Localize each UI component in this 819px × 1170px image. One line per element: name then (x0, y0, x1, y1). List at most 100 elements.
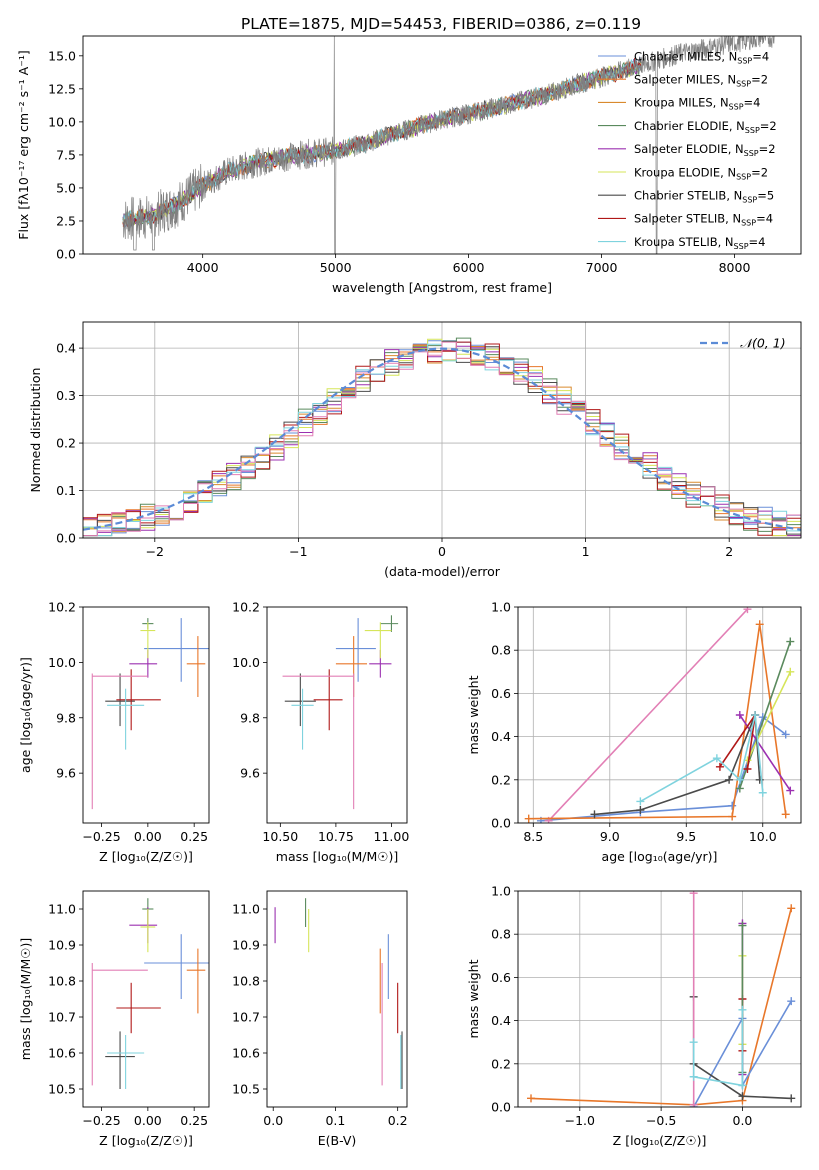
y-tick-label: 9.6 (56, 766, 76, 781)
y-tick-label: 10.6 (48, 1046, 76, 1061)
y-tick-label: 10.5 (48, 1082, 76, 1097)
mass-weight-marker (743, 765, 752, 773)
y-axis-label: mass weight (466, 959, 481, 1038)
mass-weight-line (528, 624, 787, 820)
y-tick-label: 10.9 (48, 938, 76, 953)
mass-weight-marker (786, 786, 795, 795)
x-tick-label: 10.50 (262, 829, 298, 844)
y-axis-label: age [log₁₀(age/yr)] (18, 657, 33, 773)
x-tick-label: 0.00 (134, 1113, 162, 1128)
x-tick-label: 0.0 (263, 1113, 283, 1128)
plot-area-massweight_vs_Z (518, 891, 801, 1107)
y-tick-label: 0.8 (491, 927, 511, 942)
y-tick-label: 0.0 (491, 1100, 511, 1115)
errorbar-point (335, 618, 376, 682)
x-axis-label: (data-model)/error (384, 564, 501, 579)
mass-weight-marker (689, 1072, 698, 1081)
y-tick-label: 11.0 (232, 902, 260, 917)
errorbar-point (116, 669, 161, 731)
mass-weight-marker (735, 784, 744, 793)
y-tick-label: 10.0 (48, 114, 76, 129)
plot-area-massweight_vs_age (518, 607, 801, 823)
errorbar-point (91, 963, 148, 1086)
x-tick-label: −0.5 (646, 1113, 676, 1128)
y-tick-label: 0.2 (491, 772, 511, 787)
y-tick-label: 0.2 (56, 436, 76, 451)
x-tick-label: 0.25 (180, 829, 208, 844)
y-tick-label: 7.5 (56, 147, 76, 162)
mass-weight-marker (689, 891, 698, 898)
y-tick-label: 9.6 (240, 766, 260, 781)
plot-area-spectrum (122, 36, 775, 254)
y-tick-label: 0.4 (491, 1013, 511, 1028)
mass-weight-marker (689, 1038, 698, 1047)
mass-weight-line (746, 671, 792, 761)
x-tick-label: 0.0 (733, 1113, 753, 1128)
x-tick-label: 0.25 (180, 1113, 208, 1128)
y-tick-label: 1.0 (491, 600, 511, 615)
y-tick-label: 10.8 (232, 974, 260, 989)
mass-weight-marker (735, 711, 744, 719)
y-tick-label: 10.6 (232, 1046, 260, 1061)
y-axis-label: Normed distribution (28, 368, 43, 493)
mass-weight-marker (738, 1005, 747, 1014)
plot-area-age_vs_Z (91, 618, 209, 810)
mass-weight-marker (725, 775, 734, 784)
y-tick-label: 5.0 (56, 180, 76, 195)
mass-weight-marker (636, 797, 645, 806)
errorbar-point (129, 649, 158, 678)
figure-title: PLATE=1875, MJD=54453, FIBERID=0386, z=0… (241, 15, 641, 33)
mass-weight-marker (787, 1094, 796, 1103)
errorbar-point (140, 909, 156, 953)
errorbar-point (105, 1031, 135, 1089)
errorbar-point (335, 636, 367, 697)
legend-label: Kroupa ELODIE, NSSP=2 (634, 165, 768, 181)
x-tick-label: −0.25 (82, 1113, 120, 1128)
x-axis-label: Z [log₁₀(Z/Z☉)] (99, 849, 193, 864)
mass-weight-marker (712, 754, 721, 763)
y-tick-label: 10.7 (232, 1010, 260, 1025)
data-spectrum-line (122, 36, 775, 254)
x-tick-label: 4000 (187, 260, 219, 275)
x-tick-label: −1 (289, 544, 307, 559)
x-tick-label: 11.00 (374, 829, 410, 844)
panel-age_vs_Z: −0.25 0.00 0.25 9.6 9.8 10.0 10.2 Z [log₁₀(Z/Z☉… (18, 600, 210, 864)
axes-frame (517, 606, 802, 824)
legend-label: Salpeter STELIB, NSSP=4 (634, 212, 773, 228)
y-tick-label: 0.8 (491, 643, 511, 658)
errorbar-point (186, 636, 206, 697)
y-axis-label: mass [log₁₀(M/M☉)] (18, 938, 33, 1060)
errorbar-point (129, 907, 158, 944)
axes-frame (82, 606, 210, 824)
errorbar-point (144, 934, 209, 999)
x-tick-label: −2 (146, 544, 164, 559)
mass-weight-line (548, 608, 749, 822)
x-tick-label: −1.0 (565, 1113, 595, 1128)
axes-frame (266, 606, 408, 824)
mass-weight-marker (728, 812, 737, 821)
mass-weight-marker (781, 810, 790, 819)
errorbar-point (291, 688, 314, 750)
x-tick-label: 7000 (586, 260, 618, 275)
legend-label: Chabrier STELIB, NSSP=5 (634, 189, 774, 205)
legend-label: Chabrier ELODIE, NSSP=2 (634, 119, 777, 135)
panel-massweight_vs_age: 8.5 9.0 9.5 10.0 0.0 0.2 0.4 0.6 0.8 1.0 age [log₁… (466, 600, 802, 864)
y-tick-label: 12.5 (48, 81, 76, 96)
legend-label: Salpeter ELODIE, NSSP=2 (634, 142, 776, 158)
mass-weight-marker (751, 711, 760, 719)
mass-weight-marker (590, 810, 599, 819)
y-axis-label: mass weight (466, 675, 481, 754)
errorbar-point (140, 622, 156, 659)
errorbar-point (107, 1035, 145, 1089)
x-axis-label: mass [log₁₀(M/M☉)] (276, 849, 398, 864)
panel-age_vs_mass: 10.50 10.75 11.00 9.6 9.8 10.0 10.2 mass [log₁₀… (232, 600, 409, 865)
mass-weight-marker (743, 607, 752, 614)
x-tick-label: 0.1 (325, 1113, 345, 1128)
y-tick-label: 10.2 (48, 600, 76, 615)
y-tick-label: 9.8 (56, 710, 76, 725)
y-tick-label: 0.6 (491, 686, 511, 701)
plot-area-mass_vs_Z (91, 898, 209, 1089)
x-tick-label: 0.00 (134, 829, 162, 844)
plot-layer: 4000 5000 6000 7000 80000.02.55.07.510.012.5… (16, 35, 802, 1148)
mass-weight-marker (527, 1094, 536, 1103)
